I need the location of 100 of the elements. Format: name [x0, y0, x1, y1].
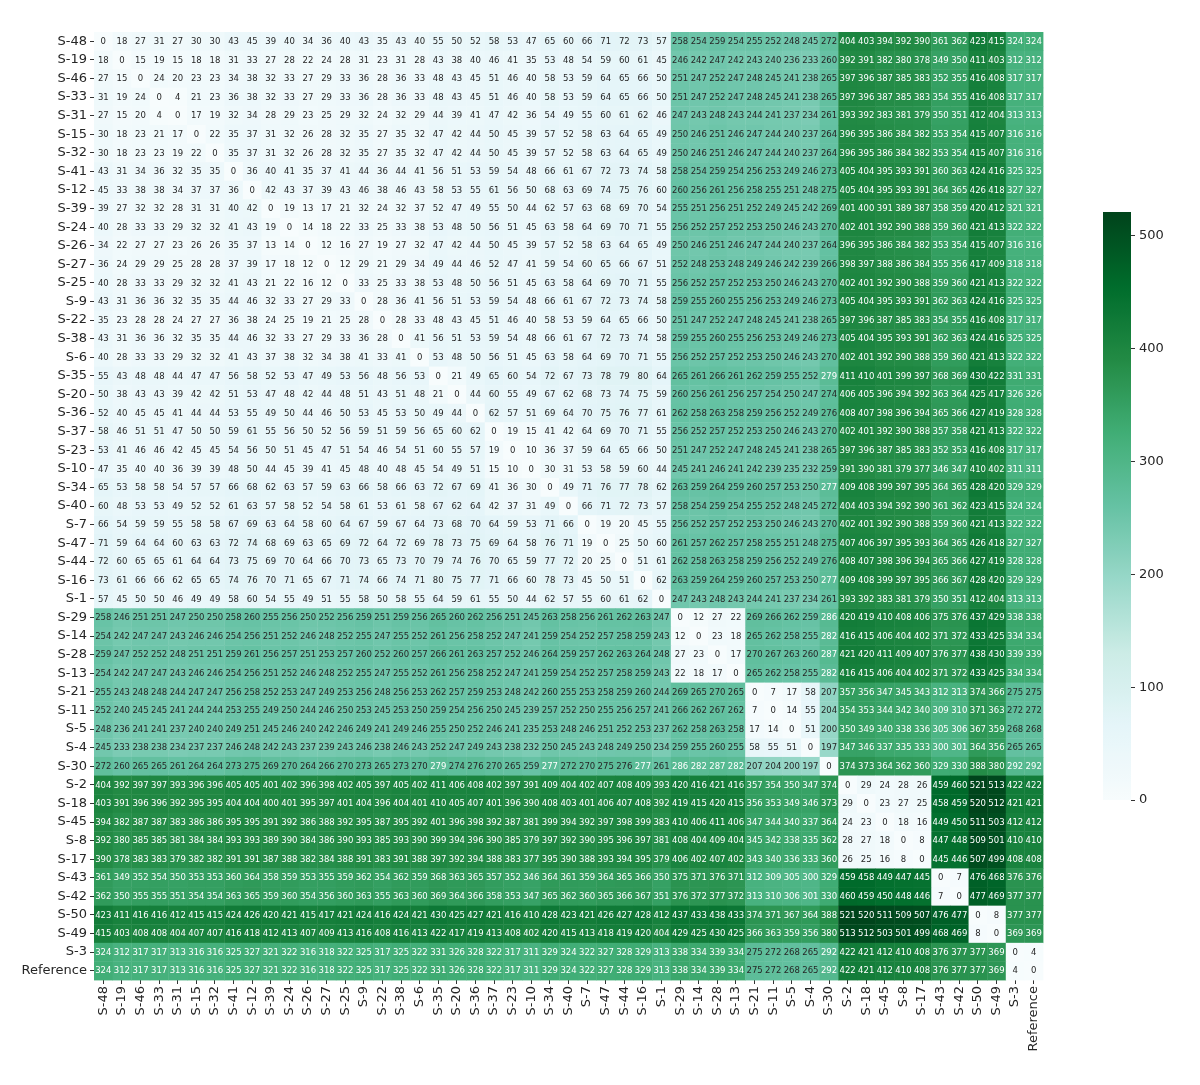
data-label: 429 [672, 928, 689, 939]
x-tick-label: S-24 [280, 986, 296, 1016]
data-label: 343 [746, 853, 763, 864]
data-label: 248 [151, 686, 168, 697]
data-label: 270 [820, 426, 838, 437]
data-label: 416 [839, 668, 856, 678]
data-label: 316 [1025, 240, 1042, 251]
data-label: 381 [169, 835, 186, 846]
data-label: 37 [228, 259, 239, 270]
data-label: 50 [507, 593, 519, 604]
data-label: 49 [432, 259, 444, 270]
data-label: 373 [858, 760, 875, 771]
data-label: 62 [656, 575, 667, 586]
data-label: 406 [690, 816, 707, 827]
data-label: 410 [969, 463, 986, 474]
data-label: 56 [432, 296, 444, 307]
data-label: 27 [172, 36, 184, 46]
data-label: 404 [392, 798, 410, 809]
data-label: 415 [188, 909, 205, 920]
data-label: 25 [172, 259, 184, 270]
data-label: 262 [690, 705, 707, 716]
data-label: 397 [374, 779, 391, 790]
data-label: 19 [283, 203, 295, 214]
data-label: 316 [1025, 147, 1042, 158]
data-label: 359 [932, 352, 949, 362]
data-label: 28 [172, 203, 184, 214]
data-label: 250 [783, 389, 800, 400]
y-tick-label: S-13 [57, 664, 87, 680]
data-label: 260 [802, 649, 819, 660]
data-label: 46 [172, 593, 184, 604]
data-label: 404 [355, 798, 372, 809]
x-tick-label: S-23 [504, 986, 520, 1016]
data-label: 48 [135, 370, 146, 381]
data-label: 396 [188, 779, 205, 790]
data-label: 252 [690, 426, 707, 437]
data-label: 42 [172, 444, 184, 455]
data-label: 44 [451, 407, 463, 418]
data-label: 60 [637, 463, 649, 474]
data-label: 391 [262, 816, 279, 827]
data-label: 55 [246, 407, 258, 418]
data-label: 45 [637, 519, 649, 530]
data-label: 273 [820, 296, 838, 307]
data-label: 263 [709, 407, 726, 418]
data-label: 374 [746, 909, 763, 920]
data-label: 389 [262, 835, 279, 846]
data-label: 73 [618, 166, 630, 177]
data-label: 35 [228, 128, 239, 139]
data-label: 32 [395, 110, 407, 121]
data-label: 33 [377, 352, 388, 362]
data-label: 313 [169, 946, 186, 957]
data-label: 460 [951, 779, 968, 790]
data-label: 317 [1025, 73, 1042, 84]
data-label: 64 [656, 370, 667, 381]
data-label: 415 [727, 798, 745, 809]
data-label: 322 [1006, 519, 1024, 530]
data-label: 385 [895, 91, 912, 102]
data-label: 409 [988, 259, 1005, 270]
data-label: 12 [693, 612, 705, 623]
data-label: 0 [268, 203, 274, 214]
data-label: 416 [969, 314, 986, 325]
data-label: 44 [321, 389, 333, 400]
data-label: 17 [321, 203, 333, 214]
data-label: 31 [97, 91, 109, 102]
data-label: 365 [467, 872, 484, 883]
data-label: 396 [504, 798, 521, 809]
data-label: 336 [913, 723, 931, 734]
y-tick-label: S-42 [57, 887, 87, 903]
data-label: 45 [246, 36, 258, 46]
data-label: 247 [504, 668, 521, 678]
data-label: 250 [541, 742, 559, 753]
data-label: 45 [302, 444, 314, 455]
data-label: 394 [876, 500, 893, 511]
data-label: 41 [470, 110, 481, 121]
data-label: 0 [175, 110, 181, 121]
data-label: 403 [858, 500, 875, 511]
data-label: 245 [765, 91, 782, 102]
data-label: 421 [709, 779, 726, 790]
x-tick-label: S-11 [764, 986, 780, 1016]
data-label: 30 [544, 463, 556, 474]
data-label: 388 [913, 221, 931, 232]
data-label: 355 [932, 259, 949, 270]
data-label: 243 [690, 593, 707, 604]
data-label: 0 [584, 519, 590, 530]
data-label: 61 [563, 333, 574, 344]
data-label: 258 [746, 184, 763, 195]
data-label: 382 [188, 853, 205, 864]
data-label: 39 [190, 463, 202, 474]
data-label: 362 [392, 872, 410, 883]
data-label: 31 [116, 333, 128, 344]
data-label: 0 [789, 723, 795, 734]
data-label: 253 [485, 686, 503, 697]
data-label: 408 [132, 928, 149, 939]
data-label: 51 [470, 463, 481, 474]
data-label: 395 [355, 816, 372, 827]
y-tick-label: S-34 [57, 478, 87, 494]
data-label: 64 [581, 426, 593, 437]
data-label: 387 [913, 203, 931, 214]
data-label: 29 [321, 73, 333, 84]
data-label: 251 [672, 91, 689, 102]
data-label: 309 [765, 872, 782, 883]
